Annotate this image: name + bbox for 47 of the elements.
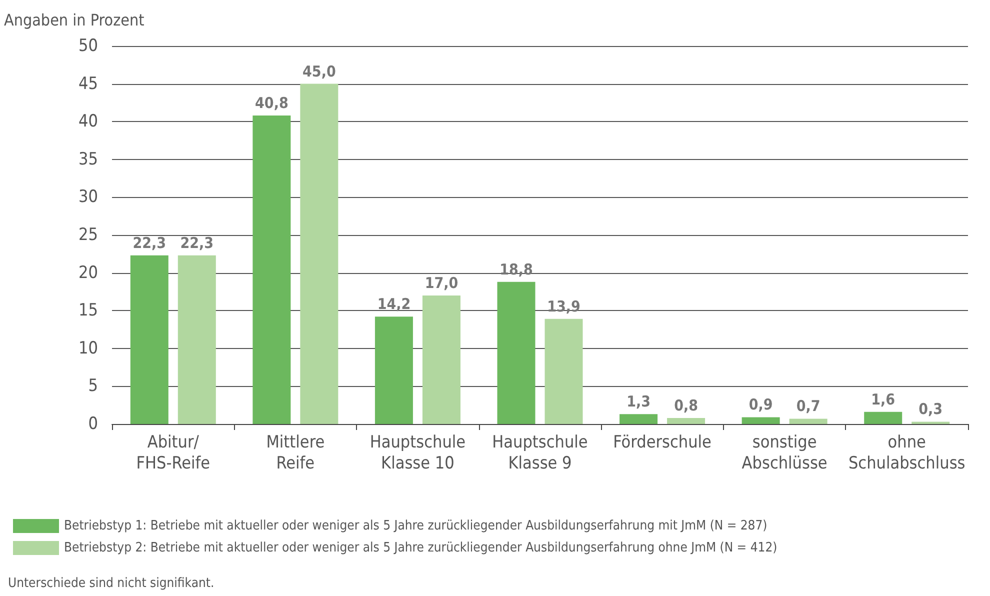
legend-label: Betriebstyp 1: Betriebe mit aktueller oder weniger als 5 Jahre zurückliegender Ausbildungserfahrung mit JmM (N = 287)	[64, 518, 768, 534]
x-tick-label: Mittlere Reife	[266, 432, 325, 474]
bar	[544, 318, 583, 424]
data-label: 40,8	[255, 94, 288, 112]
x-tick-label: Hauptschule Klasse 10	[370, 432, 466, 474]
x-tick-label: Abitur/ FHS-Reife	[136, 432, 210, 474]
data-label: 1,6	[871, 390, 896, 408]
bar	[374, 316, 413, 424]
bar	[742, 417, 780, 424]
bar	[178, 255, 216, 424]
y-axis-title: Angaben in Prozent	[4, 10, 145, 30]
data-label: 0,7	[796, 397, 820, 416]
bar	[789, 418, 828, 424]
x-tick-label: Hauptschule Klasse 9	[492, 432, 588, 474]
bar	[422, 295, 460, 424]
bar	[252, 116, 291, 424]
y-tick-label: 5	[88, 376, 98, 396]
data-label: 17,0	[424, 274, 458, 292]
data-label: 0,8	[674, 396, 698, 414]
y-tick-label: 25	[78, 225, 98, 245]
y-tick-label: 15	[78, 300, 98, 321]
data-label: 45,0	[302, 62, 336, 80]
data-label: 22,3	[132, 234, 166, 252]
text: Unterschiede sind nicht signifikant.	[8, 576, 214, 591]
data-label: 14,2	[377, 295, 411, 314]
bar	[300, 84, 338, 424]
data-label: 0,3	[918, 400, 943, 418]
y-tick-label: 40	[78, 112, 98, 132]
data-label: 1,3	[626, 392, 650, 411]
bar	[130, 255, 168, 424]
data-label: 22,3	[180, 234, 214, 252]
y-tick-label: 0	[88, 414, 98, 434]
x-tick-label: ohne Schulabschluss	[848, 432, 966, 474]
y-tick-label: 45	[78, 74, 98, 94]
y-tick-label: 30	[78, 187, 98, 208]
x-tick-label: Förderschule	[613, 432, 712, 452]
y-tick-label: 35	[78, 149, 98, 170]
bar	[864, 412, 902, 424]
y-tick-label: 50	[78, 36, 98, 56]
legend-label: Betriebstyp 2: Betriebe mit aktueller oder weniger als 5 Jahre zurückliegender Ausbildungserfahrung ohne JmM (N = 412)	[64, 540, 778, 556]
data-label: 0,9	[748, 396, 773, 414]
x-tick-label: sonstige Abschlüsse	[742, 432, 828, 474]
bar	[620, 414, 658, 424]
y-tick-label: 20	[78, 262, 98, 283]
bar	[497, 282, 536, 424]
bar	[667, 418, 706, 424]
y-tick-label: 10	[78, 338, 98, 358]
